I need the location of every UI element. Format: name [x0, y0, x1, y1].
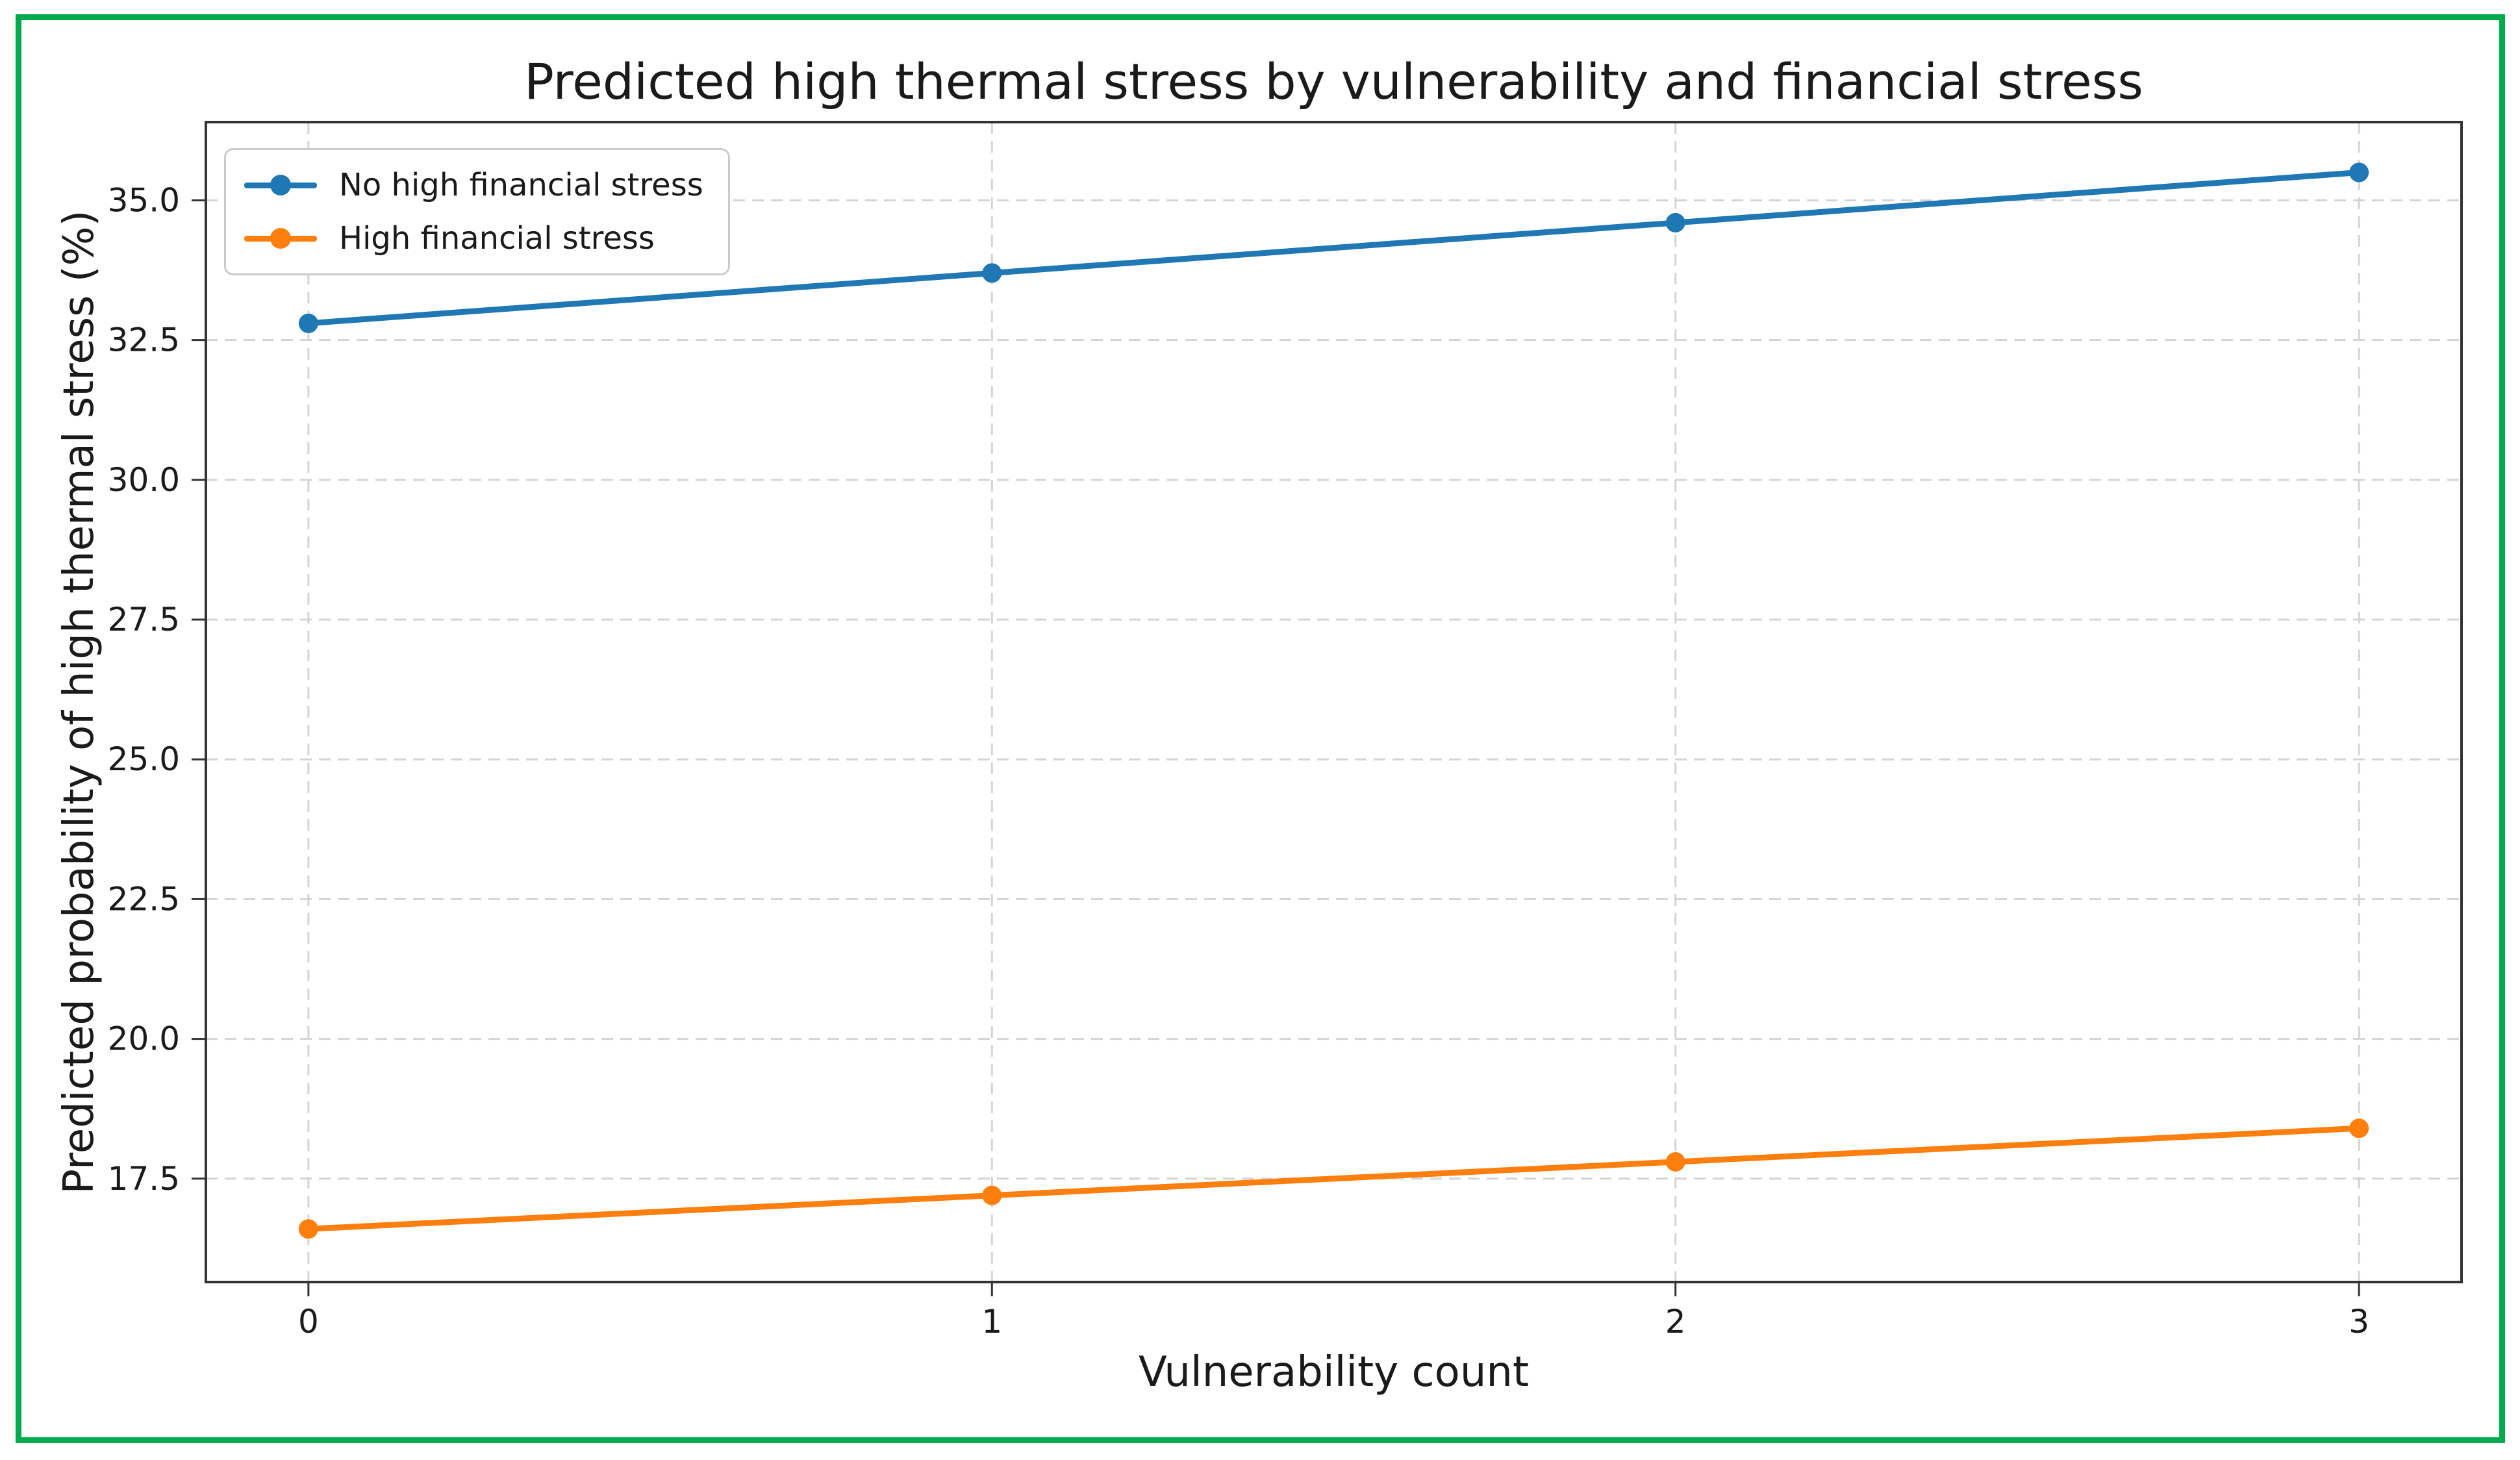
data-point [982, 1185, 1002, 1205]
x-tick-label: 2 [1665, 1303, 1686, 1340]
data-point [982, 263, 1002, 283]
legend-label: High financial stress [339, 220, 655, 257]
y-tick-label: 35.0 [108, 182, 180, 220]
plot-border [205, 121, 2463, 1283]
data-point [298, 313, 318, 333]
legend-item: High financial stress [244, 220, 703, 257]
y-tick-label: 25.0 [108, 740, 180, 778]
y-tick-label: 17.5 [108, 1160, 180, 1198]
y-tick-label: 20.0 [108, 1020, 180, 1058]
y-tick-label: 32.5 [108, 321, 180, 359]
y-tick-label: 27.5 [108, 601, 180, 638]
x-tick-label: 1 [981, 1303, 1002, 1340]
data-point [1665, 212, 1685, 233]
data-point [2349, 1118, 2369, 1139]
legend-marker-line-dot-icon [244, 228, 317, 249]
legend-marker-line-dot-icon [244, 175, 317, 195]
y-tick-label: 22.5 [108, 880, 180, 918]
x-tick-label: 0 [298, 1303, 319, 1340]
x-tick-label: 3 [2349, 1303, 2369, 1340]
data-point [1665, 1152, 1685, 1172]
series-line-0 [305, 169, 2362, 327]
y-axis-label: Predicted probability of high thermal st… [55, 210, 103, 1194]
legend: No high financial stress High financial … [224, 148, 730, 275]
chart-title: Predicted high thermal stress by vulnera… [524, 53, 2143, 110]
series-line-1 [305, 1125, 2362, 1232]
data-point [298, 1219, 318, 1239]
data-point [2349, 162, 2369, 182]
legend-item: No high financial stress [244, 167, 703, 203]
x-axis-label: Vulnerability count [1138, 1348, 1530, 1396]
y-tick-label: 30.0 [108, 461, 180, 499]
legend-label: No high financial stress [339, 167, 703, 203]
